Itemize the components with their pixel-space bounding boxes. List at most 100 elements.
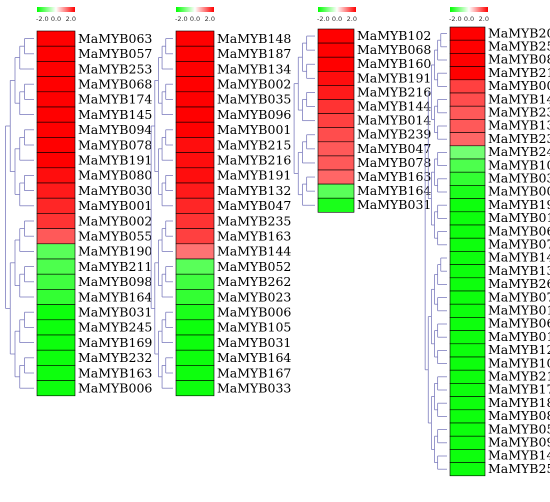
heatmap-cell xyxy=(36,258,76,275)
gene-label: MaMYB191 xyxy=(78,152,152,167)
gene-label: MaMYB191 xyxy=(488,197,550,212)
color-scale-mid-label: 0.0 xyxy=(332,15,342,23)
heatmap-cell xyxy=(175,91,215,108)
heatmap-cell xyxy=(175,258,215,275)
gene-label: MaMYB163 xyxy=(217,228,291,243)
gene-label: MaMYB216 xyxy=(217,152,291,167)
heatmap-cell xyxy=(36,137,76,153)
gene-label: MaMYB085 xyxy=(488,52,550,67)
gene-label: MaMYB253 xyxy=(488,461,550,476)
color-scale-min-label: -2.0 xyxy=(449,15,462,23)
gene-label: MaMYB030 xyxy=(78,183,152,198)
gene-label: MaMYB164 xyxy=(78,289,152,304)
heatmap-cell xyxy=(36,30,76,47)
gene-label: MaMYB001 xyxy=(217,122,291,137)
heatmap-cell xyxy=(36,334,76,351)
gene-label: MaMYB105 xyxy=(217,320,291,335)
gene-label: MaMYB073 xyxy=(488,236,550,251)
heatmap-cell xyxy=(175,380,215,397)
gene-label: MaMYB078 xyxy=(78,137,152,152)
gene-label: MaMYB031 xyxy=(78,304,152,319)
heatmap-cell xyxy=(36,304,76,321)
gene-label: MaMYB120 xyxy=(488,342,550,357)
gene-label: MaMYB109 xyxy=(488,157,550,172)
gene-label: MaMYB174 xyxy=(488,382,550,397)
gene-label: MaMYB047 xyxy=(217,198,291,213)
heatmap-cell xyxy=(317,99,355,114)
gene-label: MaMYB144 xyxy=(488,250,550,265)
gene-label: MaMYB215 xyxy=(488,65,550,80)
heatmap-cell xyxy=(449,105,486,120)
gene-label: MaMYB163 xyxy=(78,365,152,380)
heatmap-cell xyxy=(175,349,215,366)
heatmap-cell xyxy=(449,356,486,371)
gene-label: MaMYB239 xyxy=(488,131,550,146)
heatmap-cell xyxy=(449,237,486,252)
gene-label: MaMYB239 xyxy=(357,127,431,142)
gene-label: MaMYB047 xyxy=(357,141,431,156)
color-scale-legend: -2.0 0.0 2.0 xyxy=(175,7,215,23)
heatmap-cell xyxy=(449,462,486,477)
color-scale-bar xyxy=(450,7,488,12)
gene-label: MaMYB164 xyxy=(217,350,291,365)
gene-label: MaMYB144 xyxy=(357,98,431,113)
heatmap-cell xyxy=(449,92,486,107)
gene-label: MaMYB006 xyxy=(217,304,291,319)
heatmap-cell xyxy=(449,369,486,384)
heatmap-cell xyxy=(449,211,486,226)
heatmap-cell xyxy=(449,449,486,463)
heatmap-cell xyxy=(36,167,76,184)
heatmap-cell xyxy=(317,56,355,72)
gene-label: MaMYB033 xyxy=(217,380,291,395)
heatmap-cell xyxy=(36,380,76,397)
gene-label: MaMYB250 xyxy=(488,38,550,53)
heatmap-cell xyxy=(317,127,355,143)
gene-label: MaMYB148 xyxy=(217,31,291,46)
gene-label: MaMYB068 xyxy=(78,76,152,91)
gene-label: MaMYB180 xyxy=(488,395,550,410)
gene-label: MaMYB002 xyxy=(217,76,291,91)
dendrogram xyxy=(5,38,34,389)
color-scale-max-label: 2.0 xyxy=(479,15,489,23)
heatmap-cell xyxy=(449,26,486,41)
color-scale-mid-label: 0.0 xyxy=(464,15,474,23)
color-scale-mid-label: 0.0 xyxy=(190,15,200,23)
heatmap-cell xyxy=(175,61,215,77)
heatmap-cell xyxy=(175,273,215,290)
heatmap-cell xyxy=(36,45,76,62)
gene-label: MaMYB068 xyxy=(488,316,550,331)
gene-label: MaMYB006 xyxy=(488,78,550,93)
heatmap-cell xyxy=(175,365,215,381)
gene-label: MaMYB002 xyxy=(78,213,152,228)
gene-label: MaMYB145 xyxy=(488,448,550,463)
gene-label: MaMYB078 xyxy=(488,289,550,304)
gene-label: MaMYB011 xyxy=(488,302,550,317)
heatmap-cell xyxy=(317,141,355,157)
heatmap-cell xyxy=(36,273,76,290)
heatmap-cell xyxy=(175,152,215,169)
heatmap-cell xyxy=(317,71,355,86)
heatmap-panel-2: -2.0 0.0 2.0MaMYB148MaMYB187MaMYB134MaMYB0… xyxy=(150,7,291,397)
gene-label: MaMYB032 xyxy=(488,170,550,185)
gene-label: MaMYB266 xyxy=(488,276,550,291)
gene-label: MaMYB006 xyxy=(78,380,152,395)
heatmap-cell xyxy=(449,224,486,239)
heatmap-cell xyxy=(175,76,215,93)
heatmap-cell xyxy=(449,79,486,94)
heatmap-cell xyxy=(449,277,486,292)
heatmap-cell xyxy=(175,30,215,47)
heatmap-cell xyxy=(449,119,486,133)
heatmap-cell xyxy=(449,264,486,279)
gene-label: MaMYB134 xyxy=(217,61,291,76)
gene-label: MaMYB031 xyxy=(357,197,431,212)
heatmap-cell xyxy=(317,183,355,199)
gene-label: MaMYB002 xyxy=(488,184,550,199)
gene-label: MaMYB078 xyxy=(357,155,431,170)
heatmap-cell xyxy=(449,53,486,67)
gene-label: MaMYB102 xyxy=(488,355,550,370)
heatmap-cell xyxy=(175,228,215,245)
color-scale-min-label: -2.0 xyxy=(175,15,188,23)
heatmap-cell xyxy=(36,319,76,336)
heatmap-cell xyxy=(36,121,76,138)
